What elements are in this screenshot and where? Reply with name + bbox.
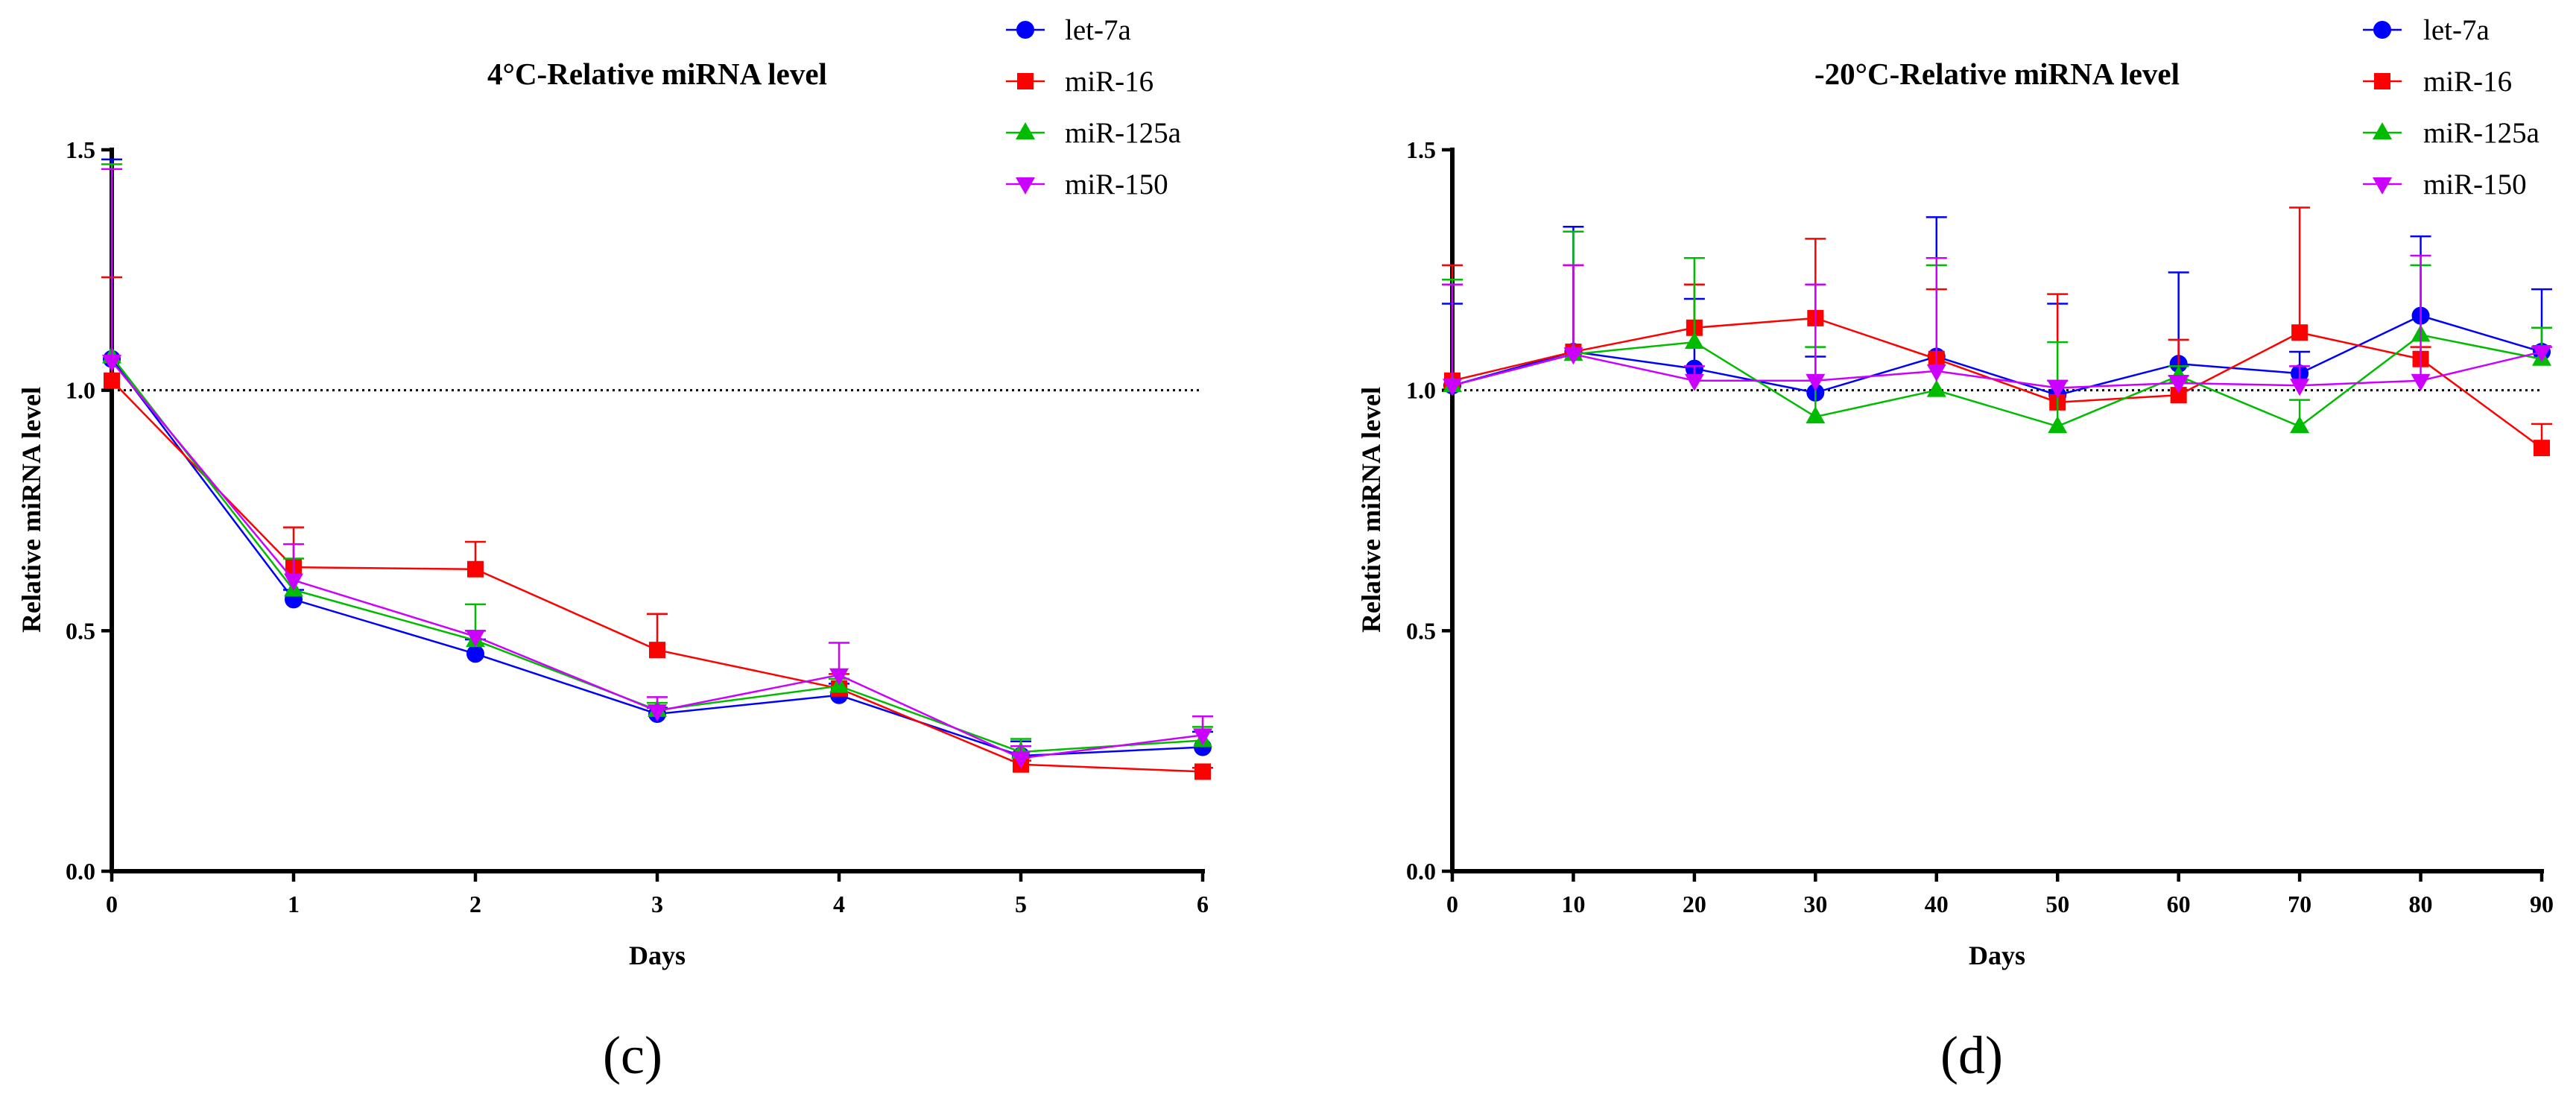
mir-150-point-4 [829, 668, 849, 686]
mir-150-point-0 [1443, 379, 1462, 396]
mir-125a-error-bar-2 [1683, 256, 1705, 343]
chart-title: 4°C-Relative miRNA level [487, 57, 827, 91]
mir-150-error-bar-0 [101, 168, 122, 361]
mir-16-point-2 [467, 560, 484, 578]
x-tick-label-8: 80 [2409, 891, 2433, 917]
x-axis-label: Days [629, 941, 686, 970]
panel-label: (c) [603, 1025, 662, 1085]
x-tick-label-6: 60 [2167, 891, 2191, 917]
mir-125a-point-5 [2048, 416, 2068, 434]
mir-16-point-6 [2170, 387, 2187, 404]
x-axis-label: Days [1969, 941, 2025, 970]
legend-mir-150-marker [2373, 177, 2392, 195]
y-tick-label-3: 1.5 [1406, 136, 1436, 163]
chart-4c-relative-mirna: 4°C-Relative miRNA level Days Relative m… [16, 14, 1213, 1085]
legend-mir-16-marker [2374, 73, 2390, 89]
x-tick-label-5: 5 [1015, 891, 1027, 917]
let-7a-point-2 [466, 645, 484, 663]
x-tick-label-4: 40 [1925, 891, 1949, 917]
legend-mir-150-label: miR-150 [2423, 168, 2527, 200]
mir-150-point-3 [648, 704, 667, 722]
legend-let-7a-marker [1016, 21, 1034, 39]
mir-16-point-7 [2291, 324, 2308, 341]
y-tick-label-0: 0.0 [66, 858, 95, 885]
legend-mir-16-label: miR-16 [2423, 66, 2512, 98]
mir-150-point-6 [1193, 728, 1212, 746]
x-tick-label-1: 10 [1561, 891, 1585, 917]
mir-16-point-9 [2534, 440, 2550, 457]
mir-16-point-6 [1194, 763, 1211, 780]
mir-150-error-bar-0 [1442, 283, 1463, 386]
mir-150-point-7 [2290, 379, 2310, 396]
legend-mir-125a-marker [1016, 122, 1035, 139]
y-tick-label-1: 0.5 [66, 617, 95, 644]
mir-150-series [1442, 254, 2552, 399]
legend-let-7a-label: let-7a [2423, 14, 2490, 46]
mir-125a-point-4 [1926, 379, 1946, 397]
mir-150-point-8 [2411, 373, 2431, 391]
mir-150-error-bar-1 [1563, 264, 1584, 355]
y-tick-label-1: 0.5 [1406, 617, 1436, 644]
mir-150-error-bar-3 [1805, 283, 1826, 381]
mir-16-error-bar-7 [2289, 206, 2311, 333]
y-axis-label: Relative miRNA level [16, 387, 46, 633]
mir-150-point-0 [102, 354, 121, 372]
panel-label: (d) [1940, 1025, 2003, 1085]
legend-mir-125a-label: miR-125a [1065, 117, 1181, 149]
mir-125a-point-2 [1684, 332, 1704, 350]
x-tick-label-9: 90 [2530, 891, 2554, 917]
chart-title: -20°C-Relative miRNA level [1814, 57, 2180, 91]
x-tick-label-3: 30 [1803, 891, 1827, 917]
x-tick-label-0: 0 [1446, 891, 1458, 917]
let-7a-line [1452, 315, 2542, 396]
mir-150-point-2 [466, 630, 485, 648]
mir-150-series [101, 168, 1213, 769]
mir-125a-line [1452, 334, 2542, 428]
mir-150-point-4 [1926, 364, 1946, 382]
mir-16-line [1452, 317, 2542, 449]
y-tick-label-2: 1.0 [1406, 377, 1436, 404]
mir-125a-point-3 [1806, 406, 1826, 424]
legend-let-7a-marker [2373, 21, 2391, 39]
mir-150-point-5 [1011, 751, 1031, 769]
mir-16-point-0 [104, 372, 120, 389]
y-tick-label-3: 1.5 [66, 136, 95, 163]
legend-mir-150-label: miR-150 [1065, 168, 1168, 200]
mir-150-point-6 [2168, 376, 2189, 394]
legend-let-7a-label: let-7a [1065, 14, 1131, 46]
mir-150-line [1452, 350, 2542, 389]
y-tick-label-0: 0.0 [1406, 858, 1436, 885]
x-tick-label-7: 70 [2288, 891, 2311, 917]
y-tick-label-2: 1.0 [66, 377, 95, 404]
mir-150-point-1 [284, 573, 303, 591]
x-tick-label-1: 1 [288, 891, 300, 917]
x-tick-label-2: 20 [1683, 891, 1706, 917]
y-axis-label: Relative miRNA level [1356, 387, 1386, 633]
mir-150-point-2 [1684, 373, 1704, 391]
x-tick-label-4: 4 [833, 891, 845, 917]
legend-mir-150-marker [1016, 177, 1035, 195]
mir-16-point-3 [649, 642, 665, 659]
mir-150-point-5 [2048, 381, 2068, 399]
legend-mir-125a-marker [2373, 122, 2392, 139]
legend-mir-125a-label: miR-125a [2423, 117, 2539, 149]
mir-150-error-bar-4 [1925, 256, 1947, 371]
x-tick-label-2: 2 [469, 891, 481, 917]
x-tick-label-0: 0 [106, 891, 118, 917]
mir-150-point-3 [1806, 373, 1826, 391]
legend-mir-16-marker [1017, 73, 1034, 89]
x-tick-label-6: 6 [1197, 891, 1209, 917]
mir-125a-point-7 [2290, 416, 2310, 434]
legend-mir-16-label: miR-16 [1065, 66, 1153, 98]
x-tick-label-3: 3 [651, 891, 663, 917]
mir-150-point-1 [1563, 347, 1583, 365]
mir-150-point-9 [2532, 345, 2551, 363]
mir-150-error-bar-8 [2410, 254, 2431, 381]
chart-minus20c-relative-mirna: -20°C-Relative miRNA level Days Relative… [1356, 14, 2554, 1085]
x-tick-label-5: 50 [2045, 891, 2069, 917]
